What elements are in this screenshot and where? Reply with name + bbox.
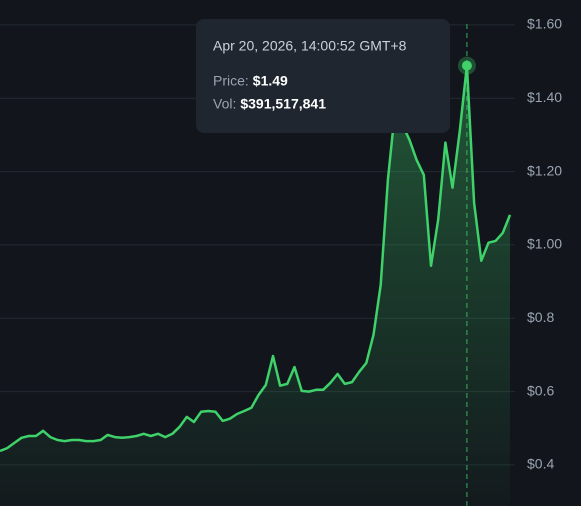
tooltip: Apr 20, 2026, 14:00:52 GMT+8 Price: $1.4… bbox=[196, 19, 450, 133]
y-tick-label: $1.40 bbox=[527, 89, 562, 105]
grid: $0.4 $0.6 $0.8 $1.00 $1.20 $1.40 $1.60 bbox=[0, 16, 562, 472]
y-tick-label: $1.20 bbox=[527, 162, 562, 178]
area bbox=[0, 65, 510, 506]
y-tick-label: $1.60 bbox=[527, 16, 562, 32]
tooltip-price: $1.49 bbox=[253, 73, 288, 89]
tooltip-volume: $391,517,841 bbox=[240, 96, 326, 112]
tooltip-price-label: Price: bbox=[213, 73, 249, 89]
y-tick-label: $1.00 bbox=[527, 236, 562, 252]
tooltip-box bbox=[196, 19, 450, 133]
tooltip-date: Apr 20, 2026, 14:00:52 GMT+8 bbox=[213, 38, 407, 54]
price-line bbox=[0, 64, 512, 453]
y-tick-label: $0.8 bbox=[527, 309, 554, 325]
plot bbox=[0, 24, 512, 506]
y-tick-label: $0.4 bbox=[527, 456, 554, 472]
y-tick-label: $0.6 bbox=[527, 382, 554, 398]
highlight-point bbox=[461, 60, 472, 71]
tooltip-volume-label: Vol: bbox=[213, 96, 236, 112]
